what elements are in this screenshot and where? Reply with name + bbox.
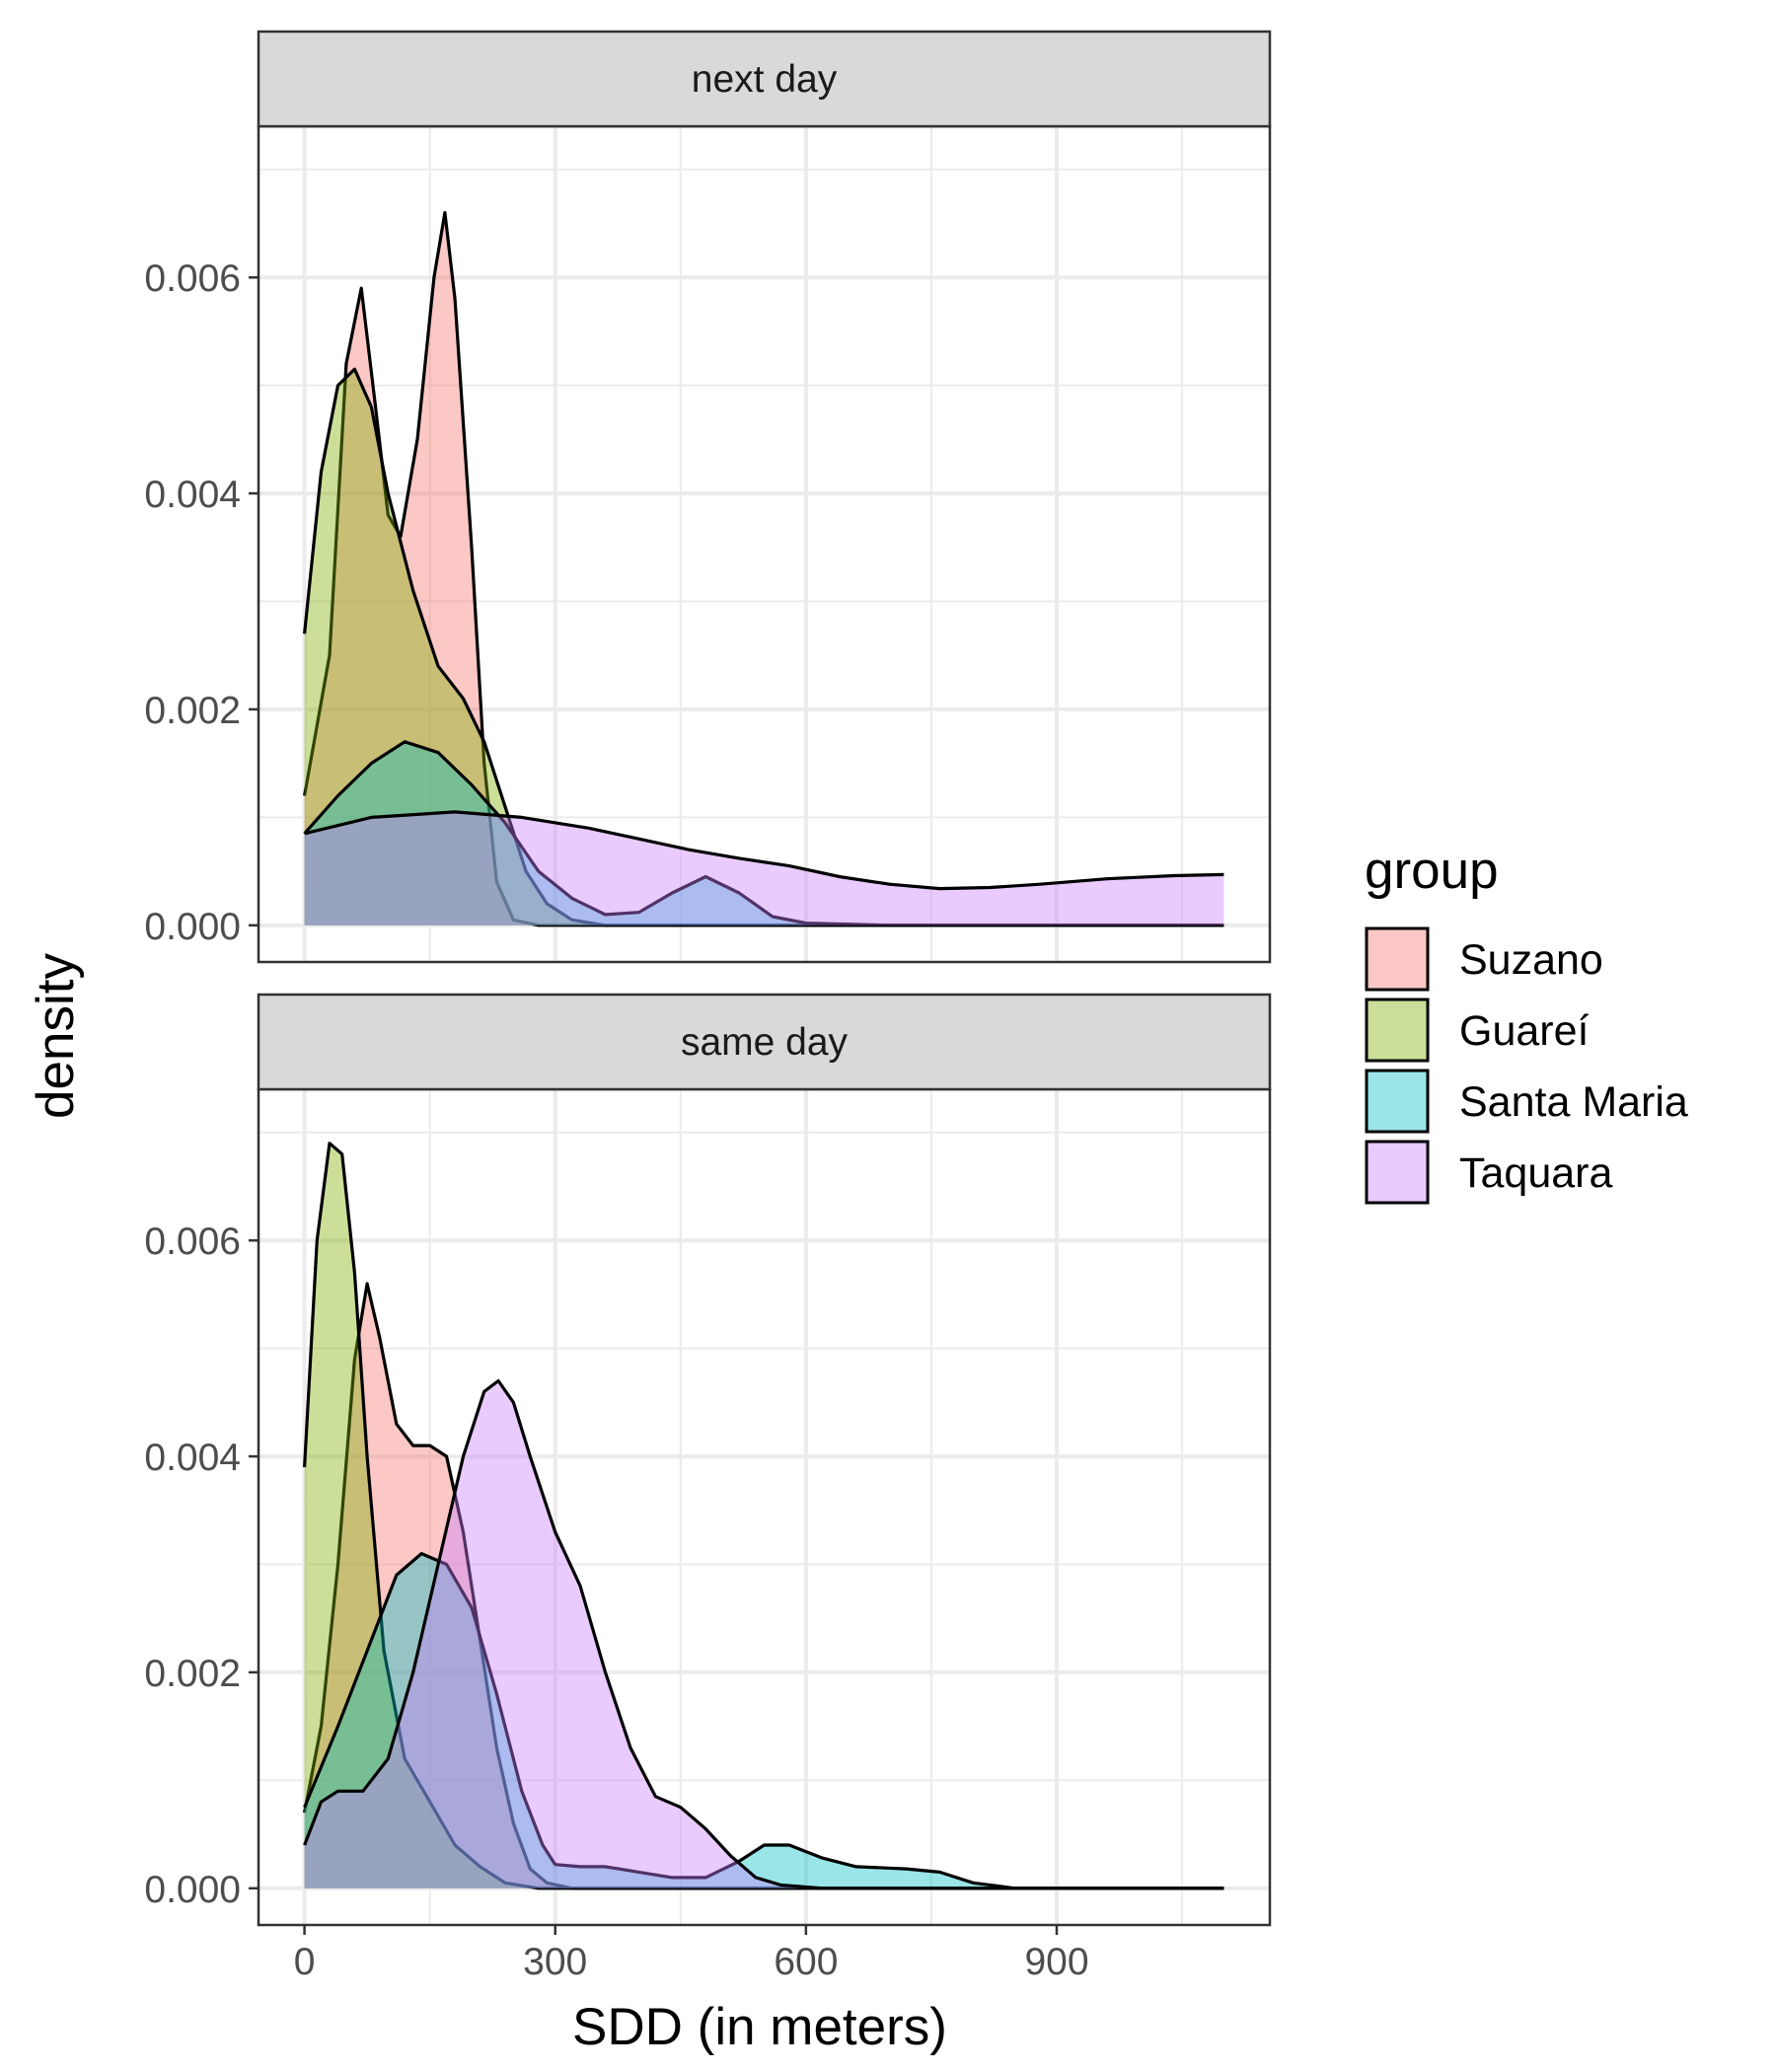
legend-label-suzano: Suzano (1459, 936, 1603, 984)
facet-strip-label: same day (681, 1021, 849, 1064)
facets-group: next day 0.000 0.002 0.004 0.006 same day 0.00… (144, 30, 1272, 1927)
density-area-taquara (304, 1380, 1224, 1888)
facet-panel-next-day: next day 0.000 0.002 0.004 0.006 (144, 30, 1272, 964)
y-axis-title: density (27, 953, 85, 1119)
y-tick-label: 0.000 (144, 1869, 241, 1911)
y-tick-label: 0.004 (144, 1437, 241, 1479)
density-line-santa-maria (303, 740, 1224, 927)
density-line-taquara (303, 1378, 1224, 1890)
legend-key-santa-maria (1365, 1069, 1430, 1134)
x-axis: 0 300 600 900 (294, 1925, 1089, 1983)
legend-key-background (1365, 1140, 1430, 1205)
density-line-santa-maria (303, 1552, 1224, 1890)
facet-strip-label: next day (692, 58, 838, 101)
density-area-santa-maria (304, 741, 1224, 925)
y-tick-label: 0.004 (144, 474, 241, 516)
density-line-guareí (303, 1142, 1224, 1890)
legend-key-suzano (1365, 926, 1430, 992)
legend-label-guareí: Guareí (1459, 1007, 1590, 1055)
legend-label-santa-maria: Santa Maria (1459, 1078, 1688, 1126)
panel-background (259, 126, 1270, 962)
facet-strip (257, 993, 1272, 1091)
density-area-guareí (304, 1143, 1224, 1888)
density-line-suzano (303, 210, 1224, 927)
density-line-guareí (303, 367, 1224, 927)
density-area-suzano (304, 1284, 1224, 1888)
legend-key-background (1365, 926, 1430, 992)
density-line-suzano (303, 1282, 1224, 1890)
y-tick-label: 0.006 (144, 258, 241, 300)
legend-key-taquara (1365, 1140, 1430, 1205)
y-tick-label: 0.002 (144, 1653, 241, 1695)
legend: group Suzano Guareí Santa Maria Taquara (1365, 842, 1688, 1205)
facet-strip (257, 30, 1272, 128)
legend-title: group (1365, 842, 1499, 900)
legend-key-background (1365, 998, 1430, 1063)
density-area-santa-maria (304, 1553, 1224, 1888)
y-tick-label: 0.002 (144, 690, 241, 732)
panel-background (259, 1089, 1270, 1925)
x-tick-label: 0 (294, 1941, 316, 1983)
legend-key-background (1365, 1069, 1430, 1134)
density-line-taquara (304, 810, 1224, 891)
legend-key-guareí (1365, 998, 1430, 1063)
density-area-suzano (304, 212, 1224, 925)
x-tick-label: 900 (1024, 1941, 1088, 1983)
x-tick-label: 300 (523, 1941, 587, 1983)
x-tick-label: 600 (774, 1941, 838, 1983)
y-tick-label: 0.006 (144, 1221, 241, 1263)
y-tick-label: 0.000 (144, 906, 241, 948)
density-area-taquara (304, 811, 1224, 925)
facet-panel-same-day: same day 0.000 0.002 0.004 0.006 (144, 993, 1272, 1927)
x-axis-title: SDD (in meters) (572, 1998, 947, 2056)
legend-label-taquara: Taquara (1459, 1149, 1612, 1197)
density-area-guareí (304, 369, 1224, 925)
